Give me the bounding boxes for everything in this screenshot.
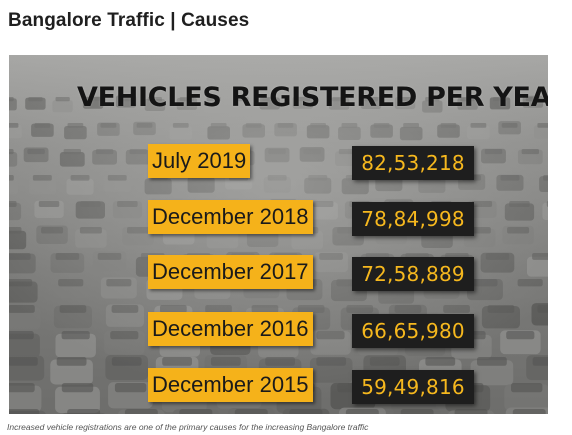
registration-date-label: December 2018: [148, 200, 313, 234]
registration-count-value: 66,65,980: [352, 314, 474, 348]
infographic-title: VEHICLES REGISTERED PER YEAR: [77, 82, 548, 113]
registration-row: December 2017 72,58,889: [9, 255, 548, 293]
registration-row: December 2018 78,84,998: [9, 200, 548, 238]
registration-row: December 2015 59,49,816: [9, 368, 548, 406]
image-caption: Increased vehicle registrations are one …: [7, 422, 369, 432]
registration-count-value: 72,58,889: [352, 257, 474, 291]
registration-row: July 2019 82,53,218: [9, 144, 548, 182]
registration-count-value: 78,84,998: [352, 202, 474, 236]
registration-date-label: December 2017: [148, 255, 313, 289]
registration-count-value: 59,49,816: [352, 370, 474, 404]
registration-date-label: December 2015: [148, 368, 313, 402]
registration-count-value: 82,53,218: [352, 146, 474, 180]
registration-row: December 2016 66,65,980: [9, 312, 548, 350]
page-heading: Bangalore Traffic | Causes: [8, 10, 250, 31]
registration-date-label: July 2019: [148, 144, 251, 178]
registration-date-label: December 2016: [148, 312, 313, 346]
infographic-image: VEHICLES REGISTERED PER YEAR July 2019 8…: [9, 55, 548, 414]
